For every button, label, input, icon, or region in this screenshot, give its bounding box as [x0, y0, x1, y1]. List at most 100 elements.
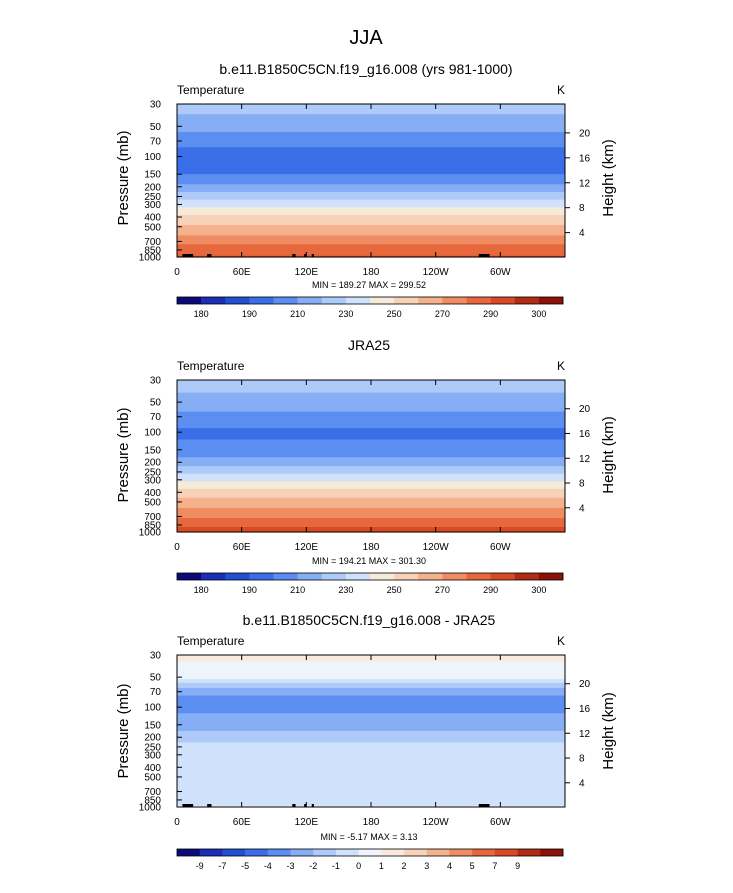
colorbar-swatch — [514, 573, 540, 580]
contour-band — [177, 662, 565, 665]
contour-band — [177, 475, 565, 477]
contour-band — [177, 444, 565, 447]
x-tick-label: 120W — [423, 817, 450, 828]
y-tick-label: 70 — [150, 412, 162, 423]
contour-band — [177, 199, 565, 202]
contour-band — [177, 236, 565, 239]
contour-band — [177, 668, 565, 671]
contour-band — [177, 687, 565, 690]
contour-band — [177, 733, 565, 736]
contour-band — [177, 698, 565, 700]
contour-band — [177, 167, 565, 170]
contour-band — [177, 780, 565, 783]
contour-band — [177, 425, 565, 428]
contour-band — [177, 146, 565, 148]
contour-band — [177, 719, 565, 722]
contour-band — [177, 235, 565, 238]
contour-band — [177, 445, 565, 448]
contour-band — [177, 428, 565, 430]
contour-band — [177, 720, 565, 723]
contour-band — [177, 713, 565, 716]
contour-band — [177, 400, 565, 403]
height-tick-label: 12 — [579, 454, 591, 465]
contour-band — [177, 690, 565, 693]
contour-band — [177, 214, 565, 217]
y-tick-label: 850 — [144, 795, 161, 806]
y-axis-right-title: Height (km) — [600, 416, 617, 494]
contour-band — [177, 689, 565, 692]
contour-band — [177, 134, 565, 137]
colorbar-swatch — [370, 573, 395, 580]
contour-band — [177, 458, 565, 461]
contour-band — [177, 767, 565, 770]
contour-band — [177, 121, 565, 124]
colorbar-swatch — [201, 573, 226, 580]
contour-band — [177, 218, 565, 221]
contour-band — [177, 704, 565, 707]
contour-band — [177, 241, 565, 244]
contour-band — [177, 246, 565, 249]
contour-band — [177, 216, 565, 219]
contour-band — [177, 772, 565, 775]
y-tick-label: 1000 — [139, 253, 162, 264]
contour-band — [177, 694, 565, 697]
contour-band — [177, 684, 565, 686]
colorbar: 180 190 210 230 250 270 290 300 — [176, 572, 564, 595]
contour-band — [177, 757, 565, 760]
contour-band — [177, 467, 565, 470]
contour-band — [177, 682, 565, 685]
y-tick-label: 100 — [144, 428, 161, 439]
colorbar-swatch — [381, 849, 405, 856]
contour-band — [177, 132, 565, 134]
contour-band — [177, 728, 565, 731]
variable-label: Temperature — [177, 83, 245, 97]
contour-band — [177, 487, 565, 490]
x-tick-label: 120E — [295, 267, 319, 278]
contour-band — [177, 194, 565, 197]
colorbar-swatch — [321, 297, 347, 304]
y-tick-label: 700 — [144, 512, 161, 523]
contour-band — [177, 693, 565, 695]
y-tick-label: 250 — [144, 742, 161, 753]
contour-band — [177, 462, 565, 465]
contour-band — [177, 396, 565, 399]
colorbar-swatch — [273, 573, 298, 580]
contour-band — [177, 388, 565, 391]
contour-band — [177, 459, 565, 462]
topography-mask — [207, 254, 210, 257]
contour-band — [177, 729, 565, 732]
contour-band — [177, 165, 565, 168]
colorbar-label: -5 — [241, 861, 249, 871]
contour-band — [177, 480, 565, 482]
y-tick-label: 150 — [144, 445, 161, 456]
contour-band — [177, 188, 565, 191]
page-title: JJA — [349, 27, 383, 49]
contour-band — [177, 435, 565, 438]
y-tick-label: 30 — [150, 376, 162, 387]
y-tick-label: 400 — [144, 488, 161, 499]
contour-band — [177, 143, 565, 146]
contour-band — [177, 775, 565, 778]
colorbar-swatch — [345, 297, 371, 304]
colorbar-swatch — [321, 573, 347, 580]
contour-band — [177, 661, 565, 664]
contour-band — [177, 477, 565, 480]
colorbar-swatch — [442, 573, 467, 580]
colorbar-label: 290 — [483, 309, 498, 319]
y-tick-label: 100 — [144, 703, 161, 714]
height-tick-label: 20 — [579, 128, 591, 139]
contour-band — [177, 507, 565, 510]
contour-band — [177, 453, 565, 456]
colorbar-label: -4 — [264, 861, 272, 871]
x-tick-label: 60E — [233, 817, 251, 828]
contour-band — [177, 415, 565, 418]
contour-band — [177, 166, 565, 169]
colorbar-label: -1 — [332, 861, 340, 871]
contour-band — [177, 742, 565, 745]
colorbar-label: 250 — [387, 585, 402, 595]
contour-band — [177, 782, 565, 785]
contour-band — [177, 239, 565, 242]
colorbar-swatch — [394, 573, 419, 580]
contour-band — [177, 521, 565, 524]
topography-mask — [292, 804, 296, 807]
